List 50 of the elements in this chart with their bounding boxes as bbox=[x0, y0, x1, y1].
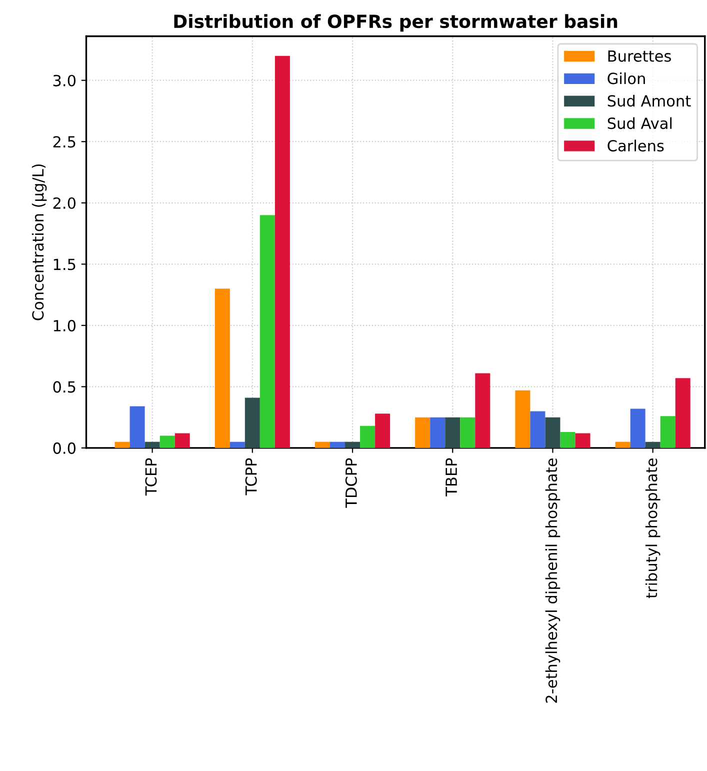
bar bbox=[415, 417, 430, 448]
bar bbox=[515, 390, 530, 448]
bar bbox=[615, 442, 630, 448]
bar bbox=[460, 417, 476, 448]
bar bbox=[330, 442, 346, 448]
legend-label: Carlens bbox=[608, 140, 664, 152]
legend-label: Burettes bbox=[608, 50, 671, 62]
x-tick-label: TBEP bbox=[446, 458, 457, 496]
bar bbox=[660, 416, 676, 448]
bar bbox=[630, 408, 646, 448]
bar bbox=[260, 215, 275, 448]
bar bbox=[214, 288, 230, 448]
y-tick-label: 1.5 bbox=[54, 258, 76, 270]
x-tick-label: TDCPP bbox=[345, 458, 357, 508]
bar bbox=[675, 378, 690, 448]
bar bbox=[174, 433, 190, 448]
bar bbox=[130, 406, 145, 448]
chart-title: Distribution of OPFRs per stormwater basin bbox=[174, 14, 618, 32]
bar bbox=[645, 442, 660, 448]
bar bbox=[575, 433, 590, 448]
legend-label: Sud Amont bbox=[608, 94, 691, 107]
bar bbox=[114, 442, 130, 448]
bar bbox=[230, 442, 245, 448]
x-tick-label: TCEP bbox=[145, 458, 157, 496]
bar bbox=[430, 417, 446, 448]
bar bbox=[560, 432, 576, 448]
bar bbox=[545, 417, 560, 448]
bar bbox=[375, 414, 390, 448]
bar bbox=[475, 373, 490, 448]
legend-label: Gilon bbox=[608, 72, 645, 84]
bar bbox=[314, 442, 330, 448]
legend-label: Sud Aval bbox=[608, 117, 672, 130]
x-tick-label: tributyl phosphate bbox=[645, 458, 660, 598]
bar bbox=[244, 398, 260, 448]
y-tick-label: 0.0 bbox=[53, 442, 76, 454]
bar bbox=[530, 411, 546, 448]
y-axis-title: Concentration (µg/L) bbox=[32, 164, 47, 320]
bar bbox=[345, 442, 360, 448]
y-tick-label: 1.0 bbox=[54, 320, 76, 332]
y-tick-label: 2.5 bbox=[53, 136, 76, 148]
x-tick-label: 2-ethylhexyl diphenil phosphate bbox=[545, 458, 560, 703]
bar bbox=[274, 56, 290, 448]
y-tick-label: 3.0 bbox=[53, 74, 76, 86]
bar bbox=[360, 426, 376, 448]
bar bbox=[144, 442, 160, 448]
y-tick-label: 2.0 bbox=[53, 197, 76, 209]
y-tick-label: 0.5 bbox=[53, 381, 76, 393]
x-tick-label: TCPP bbox=[245, 458, 257, 496]
bar bbox=[160, 436, 175, 448]
bar bbox=[445, 417, 460, 448]
